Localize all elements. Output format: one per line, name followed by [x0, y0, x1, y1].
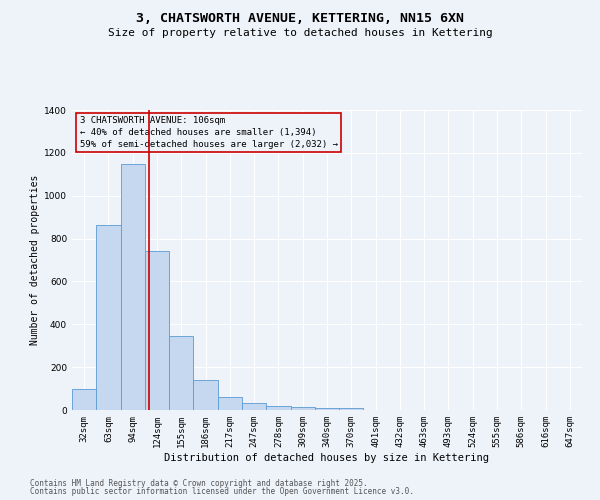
Bar: [121, 164, 145, 410]
Bar: [193, 380, 218, 410]
Text: Contains HM Land Registry data © Crown copyright and database right 2025.: Contains HM Land Registry data © Crown c…: [30, 478, 368, 488]
Text: Size of property relative to detached houses in Kettering: Size of property relative to detached ho…: [107, 28, 493, 38]
Bar: [169, 336, 193, 410]
Bar: [339, 408, 364, 410]
Bar: [72, 388, 96, 410]
Text: Contains public sector information licensed under the Open Government Licence v3: Contains public sector information licen…: [30, 487, 414, 496]
Text: 3 CHATSWORTH AVENUE: 106sqm
← 40% of detached houses are smaller (1,394)
59% of : 3 CHATSWORTH AVENUE: 106sqm ← 40% of det…: [80, 116, 338, 148]
Bar: [218, 396, 242, 410]
Bar: [315, 408, 339, 410]
Bar: [290, 407, 315, 410]
Bar: [145, 252, 169, 410]
Text: 3, CHATSWORTH AVENUE, KETTERING, NN15 6XN: 3, CHATSWORTH AVENUE, KETTERING, NN15 6X…: [136, 12, 464, 26]
Bar: [96, 224, 121, 410]
Bar: [266, 406, 290, 410]
X-axis label: Distribution of detached houses by size in Kettering: Distribution of detached houses by size …: [164, 452, 490, 462]
Bar: [242, 402, 266, 410]
Y-axis label: Number of detached properties: Number of detached properties: [30, 175, 40, 345]
